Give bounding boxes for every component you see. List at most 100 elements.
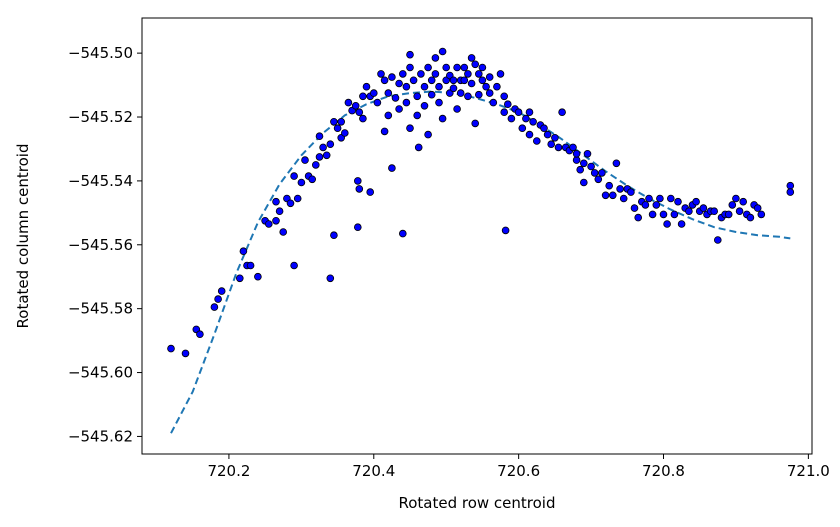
data-point	[167, 344, 175, 353]
data-point	[692, 197, 700, 206]
data-point	[576, 165, 584, 174]
data-point	[384, 111, 393, 120]
data-point	[757, 210, 766, 219]
y-tick-label: −545.62	[68, 427, 133, 445]
plot-frame	[141, 17, 813, 455]
data-point	[384, 89, 393, 97]
y-tick-label: −545.52	[68, 108, 133, 126]
data-point	[507, 114, 516, 123]
data-point	[583, 150, 592, 158]
data-point	[330, 118, 338, 126]
data-point	[460, 76, 469, 85]
y-tick-label: −545.54	[68, 172, 133, 190]
data-point	[496, 70, 505, 78]
data-point	[590, 169, 599, 177]
data-point	[648, 210, 657, 219]
data-point	[608, 191, 617, 200]
data-point	[326, 274, 335, 283]
data-point	[239, 247, 248, 256]
data-point	[362, 82, 371, 91]
data-point	[359, 92, 367, 101]
data-point	[453, 105, 461, 113]
data-point	[601, 191, 610, 200]
data-point	[333, 124, 342, 132]
data-point	[315, 132, 324, 141]
data-point	[605, 181, 613, 190]
data-point	[355, 108, 364, 116]
data-point	[532, 137, 541, 145]
data-point	[424, 130, 432, 139]
scatter-points-layer	[167, 47, 795, 358]
data-point	[746, 213, 755, 222]
data-point	[330, 231, 338, 240]
data-point	[272, 217, 280, 225]
data-point	[471, 60, 480, 69]
data-point	[666, 194, 675, 203]
data-point	[413, 111, 422, 120]
y-axis: −545.50 −545.52 −545.54 −545.56 −545.58 −545.…	[68, 44, 142, 445]
data-point	[659, 210, 668, 219]
x-tick-label: 720.8	[642, 462, 685, 480]
data-point	[551, 134, 559, 142]
data-point	[579, 178, 588, 187]
data-point	[786, 181, 795, 190]
data-point	[290, 261, 298, 270]
x-axis-title: Rotated row centroid	[398, 494, 555, 512]
data-point	[522, 114, 530, 123]
x-axis: 720.2 720.4 720.6 720.8 721.0	[207, 454, 830, 480]
data-point	[340, 129, 349, 137]
data-point	[424, 63, 432, 72]
data-point	[414, 143, 423, 152]
y-axis-title: Rotated column centroid	[14, 144, 32, 329]
data-point	[641, 201, 650, 209]
data-point	[503, 100, 512, 108]
data-point	[677, 220, 686, 228]
data-point	[181, 349, 190, 358]
data-point	[663, 220, 671, 228]
data-point	[438, 114, 447, 123]
data-point	[474, 90, 483, 99]
data-point	[685, 207, 693, 216]
data-point	[543, 130, 552, 139]
data-point	[380, 127, 389, 136]
data-point	[616, 185, 624, 193]
data-point	[554, 143, 563, 152]
y-tick-label: −545.50	[68, 44, 133, 62]
data-point	[598, 169, 606, 177]
data-point	[435, 82, 443, 91]
data-point	[431, 54, 440, 62]
data-point	[525, 108, 534, 116]
data-point	[406, 50, 414, 59]
data-point	[493, 82, 501, 91]
data-point	[713, 236, 722, 244]
data-point	[409, 76, 418, 85]
data-point	[431, 70, 440, 78]
data-point	[293, 194, 302, 203]
data-point	[388, 164, 396, 172]
data-point	[272, 197, 280, 206]
data-point	[529, 118, 537, 126]
data-point	[467, 79, 476, 88]
data-point	[558, 108, 566, 116]
x-tick-label: 720.2	[207, 462, 250, 480]
x-tick-label: 721.0	[787, 462, 830, 480]
data-point	[482, 82, 490, 91]
data-point	[395, 79, 403, 88]
data-point	[518, 124, 527, 132]
data-point	[735, 207, 744, 216]
data-point	[699, 204, 708, 212]
data-point	[279, 228, 288, 236]
data-point	[380, 76, 389, 85]
y-tick-label: −545.60	[68, 364, 133, 382]
data-point	[728, 201, 737, 209]
data-point	[514, 108, 523, 116]
fit-line-layer	[170, 90, 791, 434]
data-point	[572, 150, 581, 158]
data-point	[427, 90, 436, 99]
data-point	[500, 108, 509, 116]
data-point	[435, 98, 443, 107]
data-point	[670, 210, 679, 219]
data-point	[587, 162, 595, 171]
